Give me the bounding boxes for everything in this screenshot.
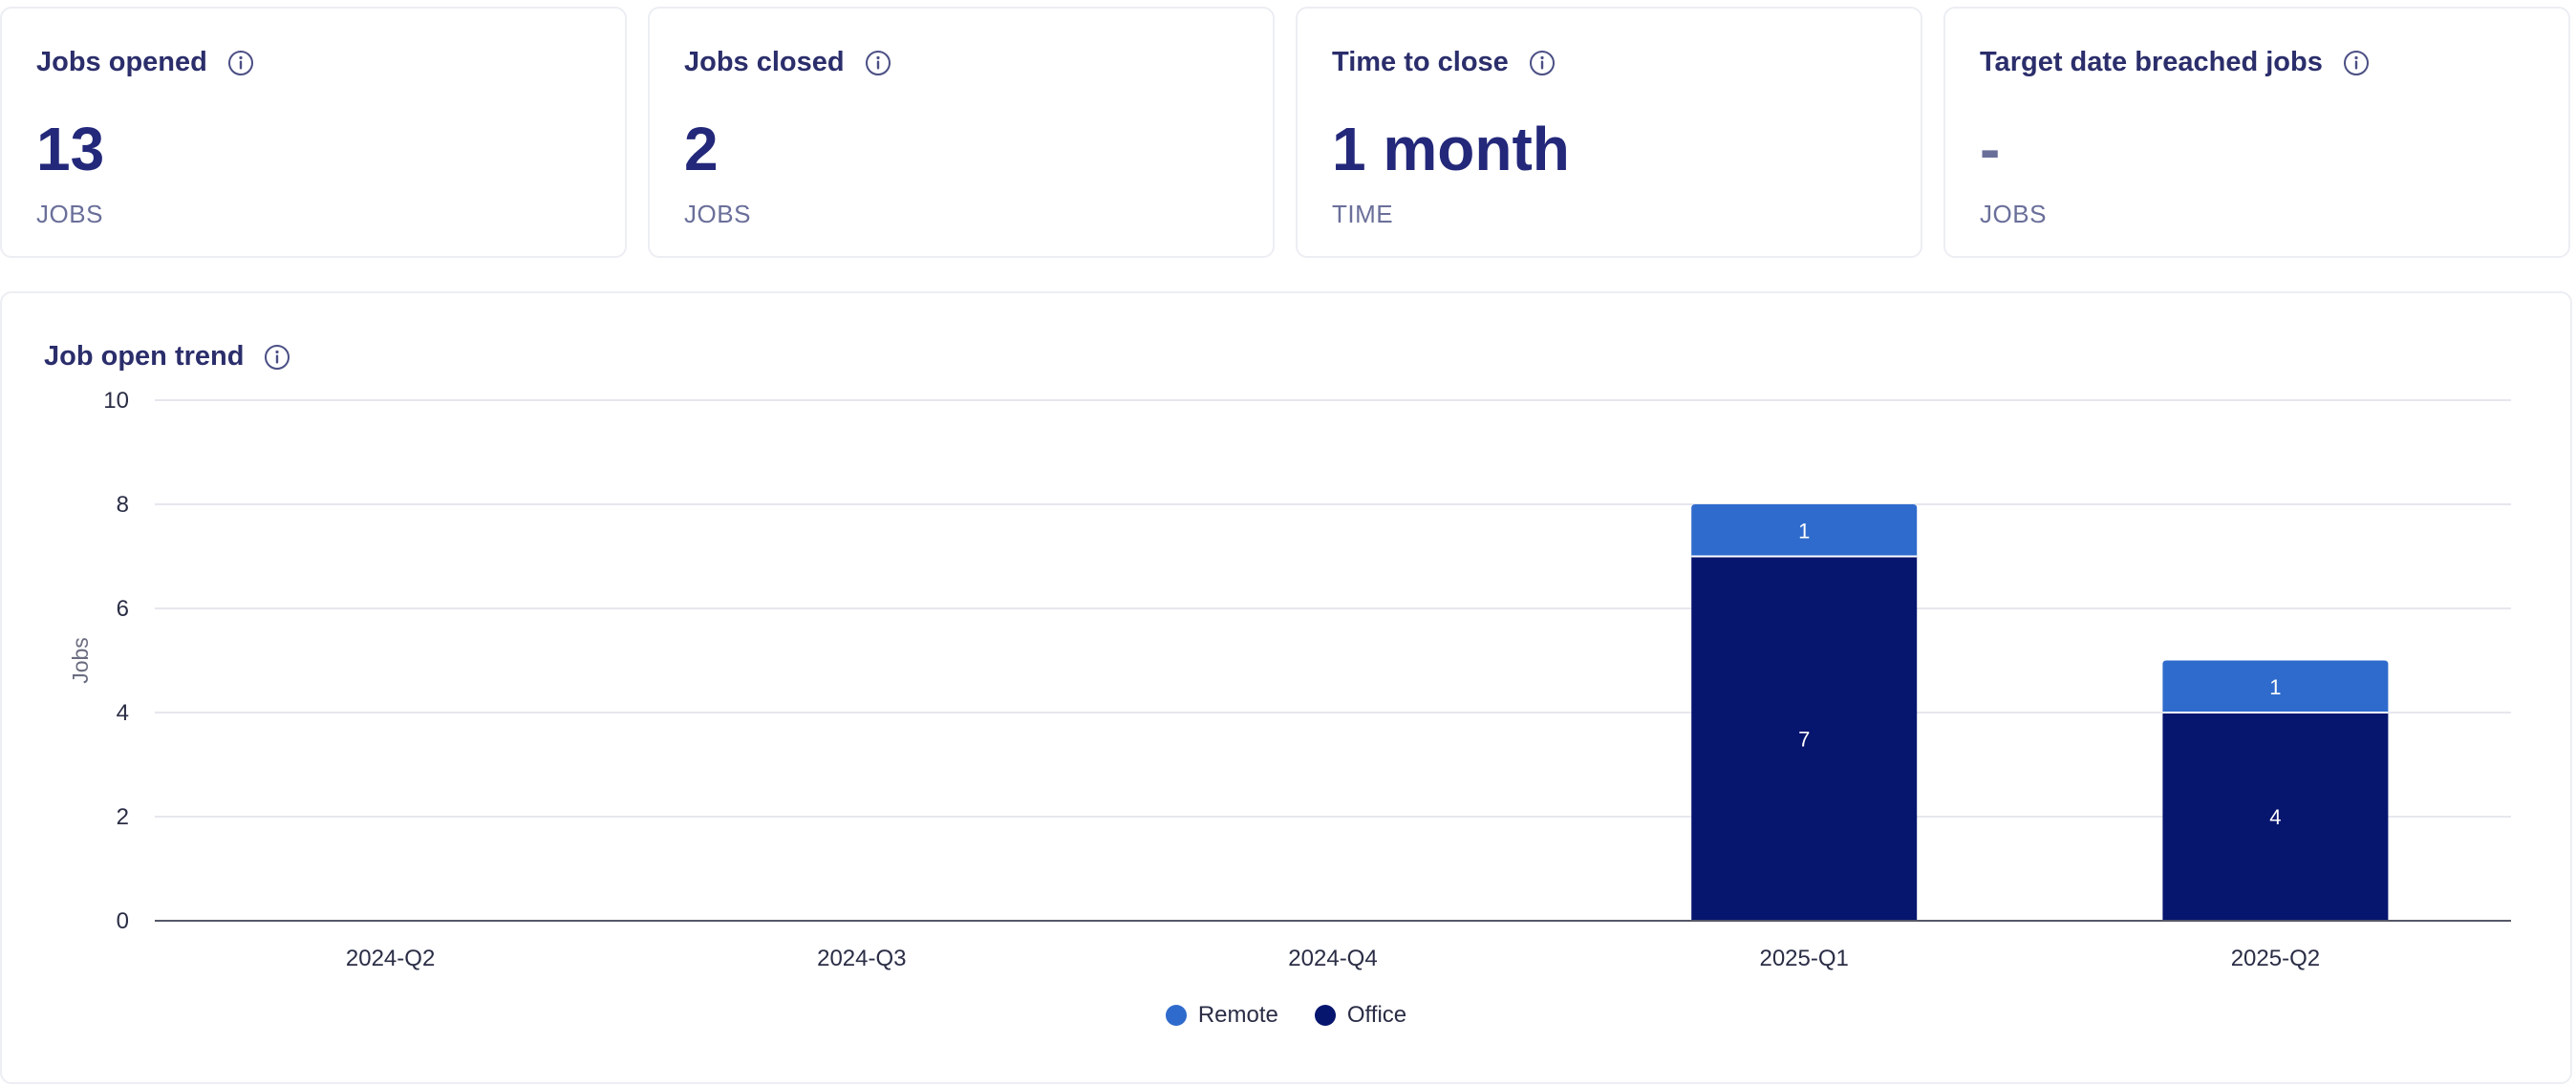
- chart-title-label: Job open trend: [44, 341, 245, 372]
- bar-segment-remote: [1691, 504, 1918, 557]
- metric-title-label: Jobs opened: [36, 47, 207, 77]
- data-label: 4: [2269, 805, 2281, 829]
- y-tick-label: 10: [103, 388, 129, 414]
- bar-segment-remote: [2162, 660, 2389, 713]
- metric-card-jobs-closed: Jobs closed 2 JOBS: [648, 7, 1275, 258]
- x-tick-label: 2025-Q2: [2231, 946, 2320, 971]
- metric-unit: JOBS: [36, 200, 103, 228]
- data-label: 1: [1798, 519, 1810, 543]
- x-tick-label: 2025-Q1: [1759, 946, 1848, 971]
- info-icon[interactable]: [263, 343, 291, 372]
- data-label: 7: [1798, 727, 1810, 751]
- legend-label: Remote: [1197, 1002, 1278, 1028]
- x-tick-label: 2024-Q3: [817, 946, 906, 971]
- info-icon[interactable]: [1528, 49, 1556, 77]
- info-icon[interactable]: [864, 49, 892, 77]
- legend-item-office[interactable]: Office: [1314, 1002, 1407, 1029]
- info-icon[interactable]: [226, 49, 255, 77]
- chart-title: Job open trend: [44, 341, 291, 373]
- metric-card-jobs-opened: Jobs opened 13 JOBS: [0, 7, 627, 258]
- bar-segment-office: [2162, 713, 2389, 921]
- metric-card-time-to-close: Time to close 1 month TIME: [1296, 7, 1922, 258]
- y-tick-label: 8: [117, 492, 129, 518]
- metric-title: Target date breached jobs: [1980, 47, 2371, 78]
- legend-dot-icon: [1314, 1005, 1336, 1026]
- legend-label: Office: [1346, 1002, 1407, 1028]
- metric-unit: JOBS: [1980, 200, 2047, 228]
- legend-item-remote[interactable]: Remote: [1165, 1002, 1278, 1029]
- job-open-trend-chart: 0 2 4 6 8 10 Jobs 2024-Q2 2024-Q3 2024-Q4 7 1 2025-Q…: [68, 388, 2511, 971]
- y-tick-label: 6: [117, 596, 129, 622]
- metric-unit: TIME: [1332, 200, 1394, 228]
- metric-title: Jobs closed: [684, 47, 892, 78]
- job-open-trend-card: 0 2 4 6 8 10 Jobs 2024-Q2 2024-Q3 2024-Q4 7 1 2025-Q…: [0, 291, 2572, 1084]
- metric-title-label: Time to close: [1332, 47, 1509, 77]
- metric-title-label: Jobs closed: [684, 47, 845, 77]
- data-label: 1: [2269, 675, 2281, 699]
- metric-unit: JOBS: [684, 200, 751, 228]
- y-tick-label: 0: [117, 908, 129, 934]
- y-tick-label: 4: [117, 700, 129, 726]
- metric-value: 13: [36, 115, 105, 183]
- legend-dot-icon: [1165, 1005, 1187, 1026]
- chart-legend: Remote Office: [2, 1002, 2570, 1029]
- bar-segment-office: [1691, 556, 1918, 921]
- info-icon[interactable]: [2342, 49, 2371, 77]
- x-tick-label: 2024-Q2: [346, 946, 435, 971]
- metric-title: Time to close: [1332, 47, 1556, 78]
- metric-card-target-date-breached: Target date breached jobs - JOBS: [1943, 7, 2570, 258]
- y-tick-label: 2: [117, 804, 129, 830]
- metric-value: 2: [684, 115, 719, 183]
- metric-title: Jobs opened: [36, 47, 255, 78]
- y-axis-label: Jobs: [68, 637, 93, 684]
- metric-title-label: Target date breached jobs: [1980, 47, 2323, 77]
- metric-value: -: [1980, 115, 2001, 183]
- metric-value: 1 month: [1332, 115, 1570, 183]
- x-tick-label: 2024-Q4: [1288, 946, 1377, 971]
